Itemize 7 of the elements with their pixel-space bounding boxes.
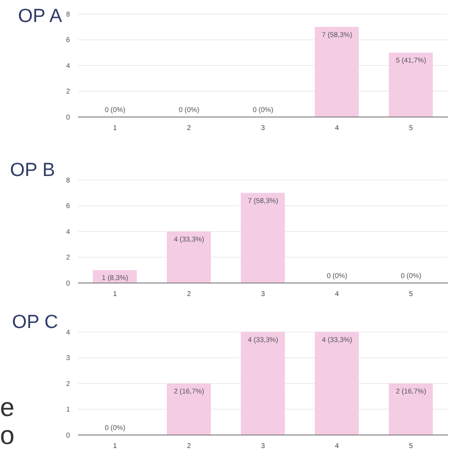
chart-title: OP A — [18, 6, 62, 28]
text: e — [0, 392, 14, 423]
chart-title: OP B — [10, 160, 56, 182]
chart-title: OP C — [12, 312, 58, 334]
bar — [166, 232, 211, 283]
bar — [240, 192, 285, 283]
text: o — [0, 420, 14, 451]
